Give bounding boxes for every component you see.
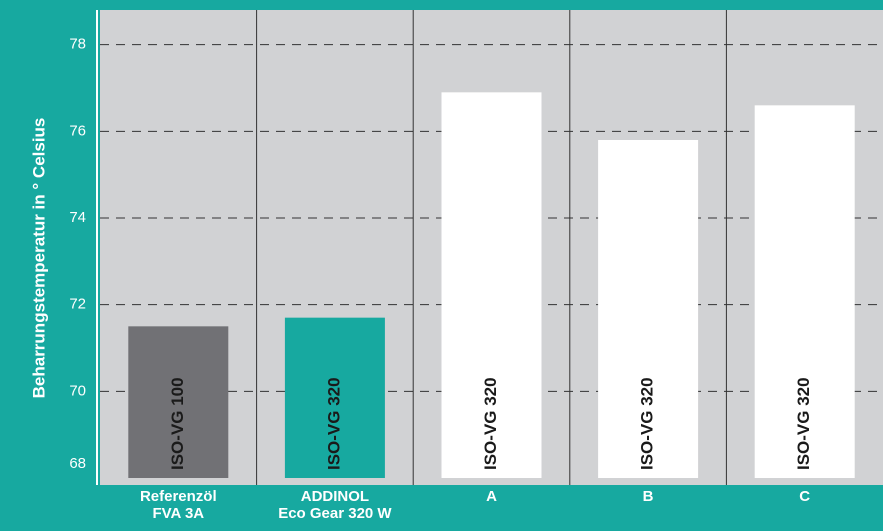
x-tick-label: A <box>486 488 497 505</box>
y-tick-label: 72 <box>69 296 86 313</box>
x-tick-label: Eco Gear 320 W <box>278 505 392 522</box>
bar-label: ISO-VG 320 <box>481 377 500 470</box>
bar <box>128 326 229 478</box>
x-tick-label: B <box>643 488 654 505</box>
y-tick-label: 74 <box>69 209 86 226</box>
y-axis-title: Beharrungstemperatur in ° Celsius <box>29 118 48 399</box>
y-tick-label: 76 <box>69 122 86 139</box>
bar <box>441 92 542 478</box>
bar <box>284 317 385 478</box>
bar-label: ISO-VG 100 <box>168 377 187 470</box>
x-tick-label: FVA 3A <box>152 505 204 522</box>
x-tick-label: ADDINOL <box>301 488 369 505</box>
x-tick-label: C <box>799 488 810 505</box>
y-tick-label: 68 <box>69 455 86 472</box>
bar-label: ISO-VG 320 <box>638 377 657 470</box>
bar <box>598 140 699 478</box>
x-tick-label: Referenzöl <box>140 488 217 505</box>
bar-label: ISO-VG 320 <box>324 377 343 470</box>
bar <box>754 105 855 478</box>
y-tick-label: 70 <box>69 382 86 399</box>
bar-label: ISO-VG 320 <box>794 377 813 470</box>
y-tick-label: 78 <box>69 36 86 53</box>
